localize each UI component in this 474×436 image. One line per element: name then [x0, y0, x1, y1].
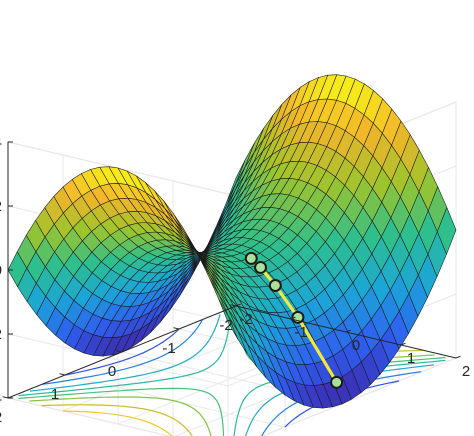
z-tick-label: -2 — [0, 326, 2, 343]
x-tick-label: 0 — [108, 363, 116, 380]
x-tick-label: -2 — [219, 317, 232, 334]
contour-line — [18, 387, 225, 436]
contour-line — [29, 396, 212, 436]
path-point — [330, 375, 344, 389]
y-tick — [235, 303, 241, 307]
x-grid-line-floor — [7, 397, 171, 436]
saddle-surface — [7, 74, 457, 409]
x-tick — [116, 350, 123, 353]
x-tick-label: 1 — [51, 386, 59, 403]
y-tick-label: 0 — [352, 337, 360, 354]
y-tick — [400, 342, 406, 346]
path-point — [254, 260, 268, 274]
y-tick-label: 1 — [407, 350, 415, 367]
x-tick — [230, 304, 237, 307]
contour-line — [62, 410, 173, 436]
y-tick-label: 2 — [462, 363, 470, 380]
x-tick-label: -1 — [162, 340, 175, 357]
z-tick-label: 4 — [0, 134, 2, 151]
y-tick — [345, 329, 351, 333]
contour-line — [64, 328, 180, 376]
y-tick-label: -2 — [239, 311, 252, 328]
contour-line — [30, 314, 221, 392]
contour-line — [42, 319, 203, 385]
z-tick-label: 0 — [0, 262, 2, 279]
path-point — [244, 251, 258, 265]
x-tick — [173, 327, 180, 330]
x-tick — [59, 373, 66, 376]
contour-line — [18, 309, 232, 397]
descent-path — [244, 251, 344, 389]
y-tick — [455, 355, 461, 359]
z-grid-line — [7, 357, 457, 436]
x-tick-label: 2 — [0, 409, 2, 426]
y-tick-label: -1 — [294, 324, 307, 341]
x-tick — [2, 396, 9, 399]
axes: -4 -2 0 2 4 -2 -1 0 1 2 -2 -1 0 1 2 — [0, 134, 470, 426]
surface-facet — [7, 251, 27, 287]
y-tick — [290, 316, 296, 320]
path-point — [268, 278, 282, 292]
contour-line — [41, 404, 193, 436]
z-tick-label: 2 — [0, 198, 2, 215]
z-tick-label: -4 — [0, 390, 2, 407]
